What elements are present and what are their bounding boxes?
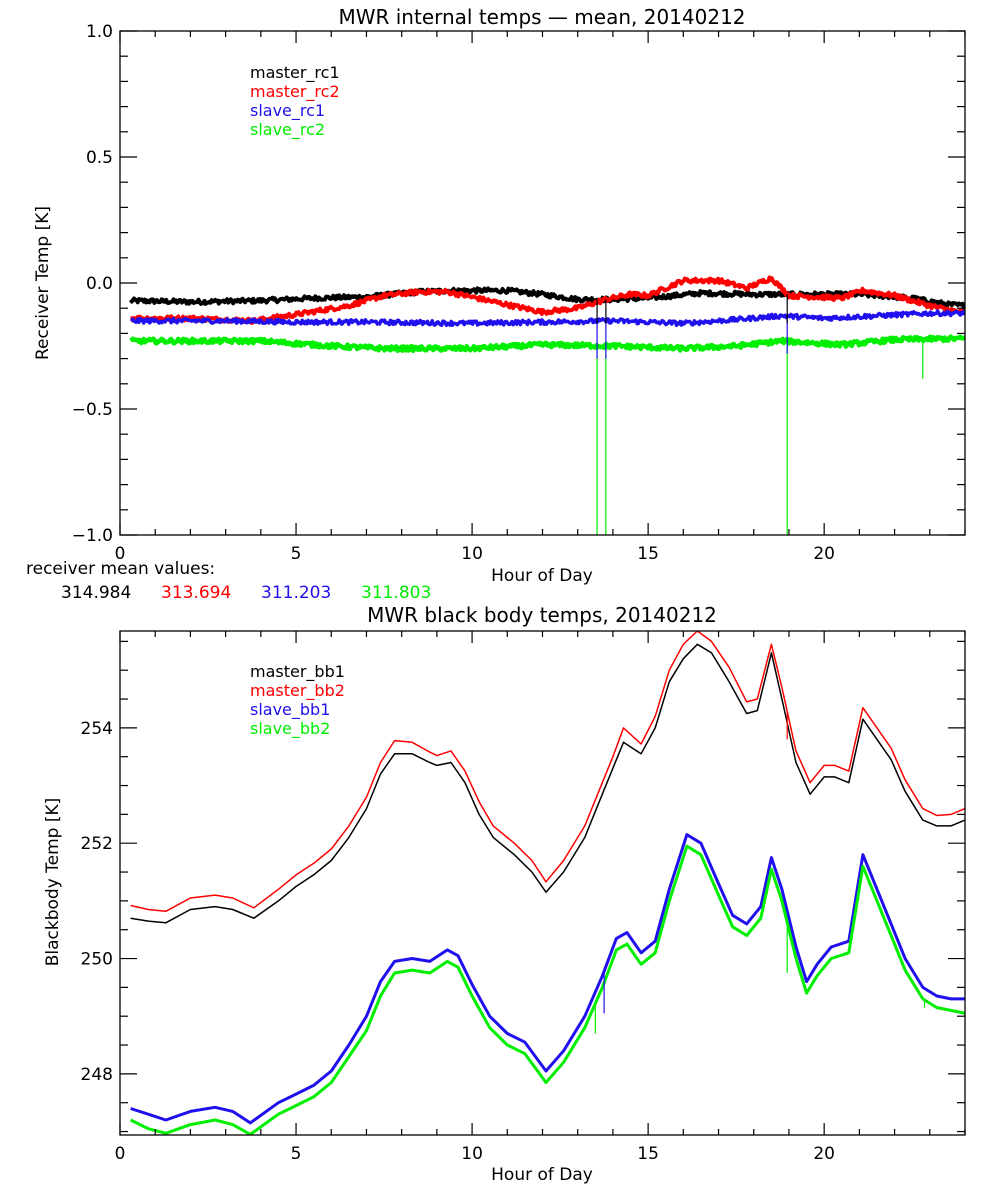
legend-entry: slave_bb1	[250, 700, 330, 720]
legend-entry: master_rc1	[250, 63, 340, 83]
legend: master_bb1 master_bb2 slave_bb1 slave_bb…	[250, 662, 345, 739]
x-tick-label: 0	[115, 1144, 126, 1164]
x-tick-label: 20	[813, 1144, 835, 1164]
axis-ticks: 0 5 10 15 20 248 250 252 254	[81, 631, 966, 1164]
y-axis-label: Receiver Temp [K]	[33, 206, 53, 360]
legend-entry: master_bb2	[250, 681, 345, 701]
axis-ticks: 0 5 10 15 20 −1.0 −0.5 0.0 0.5 1.0	[72, 22, 966, 564]
series-line-master_rc2	[129, 275, 965, 325]
series-group	[129, 631, 965, 1135]
y-tick-label: 252	[81, 834, 113, 854]
mean-value: 313.694	[161, 583, 231, 603]
blackbody-temp-plot: MWR black body temps, 20140212 0 5 10 15 20 2…	[43, 603, 966, 1185]
y-tick-label: 0.0	[86, 274, 113, 294]
x-tick-label: 15	[637, 1144, 659, 1164]
plot-frame	[119, 630, 966, 1136]
y-axis-label: Blackbody Temp [K]	[43, 798, 63, 967]
series-group	[128, 275, 965, 535]
x-tick-label: 5	[291, 544, 302, 564]
mean-value: 311.803	[361, 583, 431, 603]
x-axis-label: Hour of Day	[491, 1165, 593, 1185]
annotation-label: receiver mean values:	[26, 559, 215, 579]
y-tick-label: 1.0	[86, 22, 113, 42]
legend-entry: slave_rc2	[250, 120, 325, 140]
y-tick-label: 0.5	[86, 148, 113, 168]
series-line-slave_bb2	[129, 844, 965, 1135]
y-tick-label: −1.0	[72, 526, 113, 546]
legend-entry: master_rc2	[250, 82, 340, 102]
x-tick-label: 15	[637, 544, 659, 564]
plot-frame	[119, 30, 966, 536]
series-line-master_bb2	[130, 631, 965, 913]
plot-title: MWR black body temps, 20140212	[367, 603, 717, 627]
x-tick-label: 20	[813, 544, 835, 564]
series-line-master_bb1	[130, 643, 965, 924]
receiver-temp-plot: MWR internal temps — mean, 20140212 0 5 10…	[26, 5, 966, 603]
series-line-slave_rc2	[129, 334, 965, 354]
legend-entry: slave_rc1	[250, 101, 325, 121]
mean-value: 314.984	[61, 583, 131, 603]
legend-entry: master_bb1	[250, 662, 345, 682]
legend: master_rc1 master_rc2 slave_rc1 slave_rc…	[250, 63, 340, 140]
legend-entry: slave_bb2	[250, 719, 330, 739]
series-line-slave_rc1	[130, 309, 965, 328]
x-tick-label: 10	[461, 544, 483, 564]
y-tick-label: 254	[81, 719, 113, 739]
receiver-mean-annotation: receiver mean values: 314.984 313.694 31…	[26, 559, 431, 603]
plot-title: MWR internal temps — mean, 20140212	[338, 5, 745, 29]
x-tick-label: 0	[115, 544, 126, 564]
y-tick-label: 250	[81, 950, 113, 970]
x-tick-label: 5	[291, 1144, 302, 1164]
y-tick-label: 248	[81, 1065, 113, 1085]
x-tick-label: 10	[461, 1144, 483, 1164]
y-tick-label: −0.5	[72, 400, 113, 420]
mean-value: 311.203	[261, 583, 331, 603]
series-line-slave_bb1	[130, 833, 965, 1125]
x-axis-label: Hour of Day	[491, 566, 593, 586]
